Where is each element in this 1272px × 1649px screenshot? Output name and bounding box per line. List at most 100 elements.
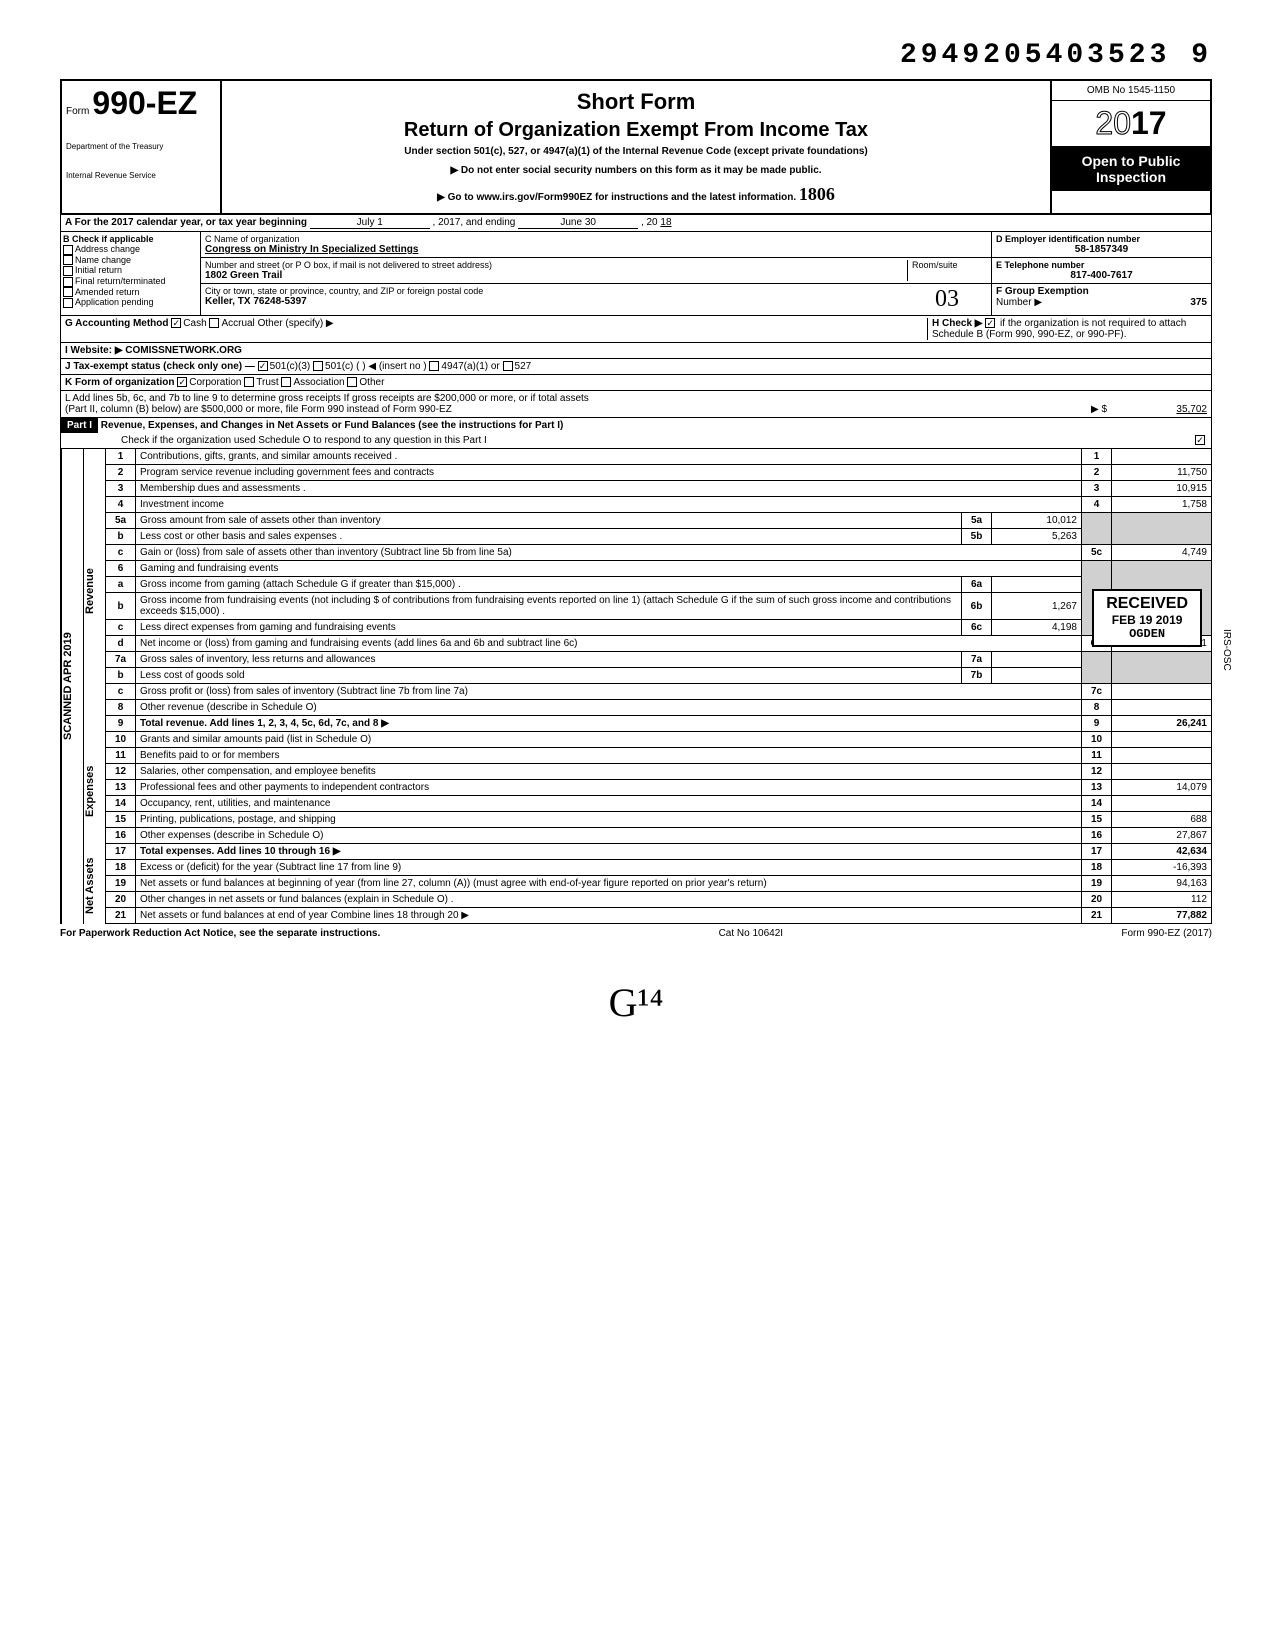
checkbox-initial[interactable]	[63, 266, 73, 276]
line-7b: bLess cost of goods sold7b	[106, 668, 1212, 684]
checkbox-amended[interactable]	[63, 287, 73, 297]
line-8: 8Other revenue (describe in Schedule O)8	[106, 700, 1212, 716]
line-18: 18Excess or (deficit) for the year (Subt…	[106, 860, 1212, 876]
b-item: Address change	[63, 244, 198, 255]
form-number: 990-EZ	[92, 85, 197, 121]
i-label: I Website: ▶	[65, 345, 123, 356]
phone-value: 817-400-7617	[996, 270, 1207, 281]
row-a-yr-suffix: , 20	[641, 217, 658, 228]
k-a: Corporation	[189, 377, 241, 388]
checkbox-accrual[interactable]	[209, 318, 219, 328]
checkbox-4947[interactable]	[429, 361, 439, 371]
checkbox-pending[interactable]	[63, 298, 73, 308]
line-7c: cGross profit or (loss) from sales of in…	[106, 684, 1212, 700]
form-header: Form 990-EZ Department of the Treasury I…	[60, 79, 1212, 215]
checkbox-501c[interactable]	[313, 361, 323, 371]
other-label: Other (specify) ▶	[258, 318, 334, 329]
side-expenses: Expenses	[83, 734, 105, 848]
hand-03: 03	[907, 286, 987, 313]
signature: G¹⁴	[60, 979, 1212, 1026]
org-name: Congress on Ministry In Specialized Sett…	[205, 244, 987, 255]
header-right: OMB No 1545-1150 2017 Open to Public Ins…	[1050, 81, 1210, 213]
checkbox-cash[interactable]: ✓	[171, 318, 181, 328]
ogden-label: OGDEN	[1106, 627, 1188, 641]
b-label: Name change	[75, 255, 131, 265]
b-item: Final return/terminated	[63, 276, 198, 287]
j-e: 527	[515, 361, 532, 372]
k-label: K Form of organization	[65, 377, 174, 388]
line-6c: cLess direct expenses from gaming and fu…	[106, 620, 1212, 636]
l-arrow: ▶ $	[1091, 404, 1107, 415]
checkbox-assoc[interactable]	[281, 377, 291, 387]
tax-year-end: 18	[660, 217, 671, 228]
line-2: 2Program service revenue including gover…	[106, 465, 1212, 481]
b-item: Initial return	[63, 265, 198, 276]
j-label: J Tax-exempt status (check only one) —	[65, 361, 255, 372]
b-label: Address change	[75, 244, 140, 254]
part1-check-line: Check if the organization used Schedule …	[121, 435, 1195, 446]
short-form-label: Short Form	[230, 89, 1042, 115]
footer-right: Form 990-EZ (2017)	[1121, 928, 1212, 939]
ssn-note: ▶ Do not enter social security numbers o…	[230, 165, 1042, 176]
phone-row: E Telephone number 817-400-7617	[992, 258, 1211, 284]
part1-badge: Part I	[61, 418, 98, 433]
g-label: G Accounting Method	[65, 318, 169, 329]
accrual-label: Accrual	[221, 318, 254, 329]
row-i: I Website: ▶ COMISSNETWORK.ORG	[60, 343, 1212, 359]
line-17: 17Total expenses. Add lines 10 through 1…	[106, 844, 1212, 860]
footer-mid: Cat No 10642I	[719, 928, 784, 939]
checkbox-schedule-o[interactable]: ✓	[1195, 435, 1205, 445]
checkbox-501c3[interactable]: ✓	[258, 361, 268, 371]
b-label: Application pending	[75, 297, 154, 307]
tax-year-begin: July 1	[310, 217, 430, 229]
l-text1: L Add lines 5b, 6c, and 7b to line 9 to …	[65, 393, 1207, 404]
b-label: Amended return	[75, 287, 140, 297]
tax-year: 2017	[1052, 101, 1210, 147]
checkbox-h[interactable]: ✓	[985, 318, 995, 328]
open-public: Open to Public Inspection	[1052, 147, 1210, 191]
checkbox-name[interactable]	[63, 255, 73, 265]
line-6: 6Gaming and fundraising events	[106, 561, 1212, 577]
line-14: 14Occupancy, rent, utilities, and mainte…	[106, 796, 1212, 812]
row-h: H Check ▶ ✓ if the organization is not r…	[927, 318, 1207, 340]
e-label: E Telephone number	[996, 260, 1207, 270]
line-5c: cGain or (loss) from sale of assets othe…	[106, 545, 1212, 561]
line-6a: aGross income from gaming (attach Schedu…	[106, 577, 1212, 593]
under-section: Under section 501(c), 527, or 4947(a)(1)…	[230, 146, 1042, 157]
dept2: Internal Revenue Service	[66, 171, 216, 180]
d-label: D Employer identification number	[996, 234, 1207, 244]
c-name-label: C Name of organization	[205, 234, 987, 244]
row-g: G Accounting Method ✓Cash Accrual Other …	[65, 318, 927, 340]
form-prefix: Form	[66, 106, 89, 117]
line-13: 13Professional fees and other payments t…	[106, 780, 1212, 796]
line-6b: bGross income from fundraising events (n…	[106, 593, 1212, 620]
checkbox-corp[interactable]: ✓	[177, 377, 187, 387]
line-5a: 5aGross amount from sale of assets other…	[106, 513, 1212, 529]
checkbox-527[interactable]	[503, 361, 513, 371]
goto-text: ▶ Go to www.irs.gov/Form990EZ for instru…	[437, 192, 796, 203]
ein-value: 58-1857349	[996, 244, 1207, 255]
b-item: Amended return	[63, 287, 198, 298]
checkbox-final[interactable]	[63, 277, 73, 287]
goto-line: ▶ Go to www.irs.gov/Form990EZ for instru…	[230, 184, 1042, 205]
row-a-mid: , 2017, and ending	[433, 217, 516, 228]
page-footer: For Paperwork Reduction Act Notice, see …	[60, 924, 1212, 939]
col-b-right: D Employer identification number 58-1857…	[991, 232, 1211, 315]
line-7a: 7aGross sales of inventory, less returns…	[106, 652, 1212, 668]
line-21: 21Net assets or fund balances at end of …	[106, 908, 1212, 924]
j-d: 4947(a)(1) or	[441, 361, 499, 372]
side-revenue: Revenue	[83, 449, 105, 734]
year-outline: 20	[1095, 105, 1131, 141]
line-15: 15Printing, publications, postage, and s…	[106, 812, 1212, 828]
cash-label: Cash	[183, 318, 206, 329]
b-label: Initial return	[75, 265, 122, 275]
checkbox-trust[interactable]	[244, 377, 254, 387]
form-page: 2949205403523 9 Form 990-EZ Department o…	[0, 0, 1272, 1066]
side-netassets: Net Assets	[83, 848, 105, 924]
k-d: Other	[359, 377, 384, 388]
checkbox-address[interactable]	[63, 245, 73, 255]
row-j: J Tax-exempt status (check only one) — ✓…	[60, 359, 1212, 375]
col-b-checkboxes: B Check if applicable Address change Nam…	[61, 232, 201, 315]
checkbox-other-org[interactable]	[347, 377, 357, 387]
street-label: Number and street (or P O box, if mail i…	[205, 260, 907, 270]
